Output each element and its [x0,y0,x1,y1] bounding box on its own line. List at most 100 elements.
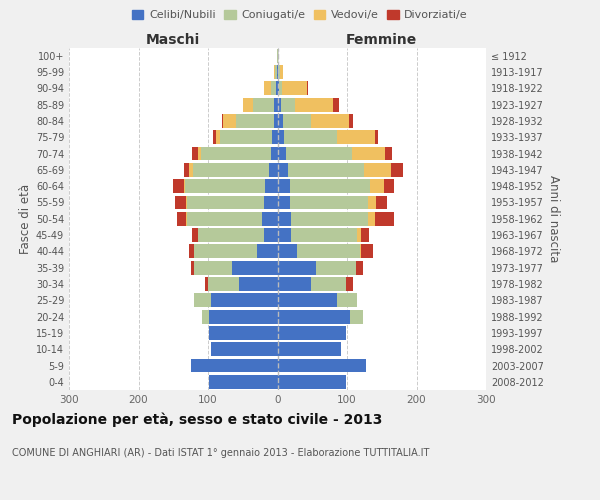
Bar [368,212,375,226]
Text: Femmine: Femmine [346,34,418,48]
Bar [364,163,391,177]
Bar [239,277,277,291]
Bar [263,228,277,242]
Bar [349,114,353,128]
Bar [337,294,358,307]
Bar [217,130,220,144]
Bar [253,98,274,112]
Bar [277,179,290,193]
Bar [350,310,363,324]
Bar [211,342,277,356]
Bar [269,163,277,177]
Bar [277,130,284,144]
Bar [194,244,257,258]
Bar [361,228,369,242]
Bar [191,260,194,274]
Legend: Celibi/Nubili, Coniugati/e, Vedovi/e, Divorziati/e: Celibi/Nubili, Coniugati/e, Vedovi/e, Di… [128,6,472,25]
Bar [292,212,368,226]
Bar [288,163,364,177]
Bar [352,146,385,160]
Bar [209,375,277,389]
Bar [295,98,333,112]
Bar [274,114,277,128]
Bar [243,98,253,112]
Bar [359,244,361,258]
Bar [193,163,269,177]
Bar [209,310,277,324]
Bar [197,146,201,160]
Bar [283,114,311,128]
Bar [277,48,278,62]
Bar [370,179,384,193]
Bar [202,310,209,324]
Bar [236,114,274,128]
Bar [263,196,277,209]
Bar [297,244,359,258]
Bar [277,146,286,160]
Bar [278,65,280,79]
Bar [286,146,352,160]
Bar [175,196,186,209]
Bar [346,277,353,291]
Bar [277,212,292,226]
Bar [186,196,187,209]
Bar [391,163,403,177]
Bar [274,65,275,79]
Bar [361,244,373,258]
Bar [277,326,346,340]
Bar [184,179,185,193]
Bar [384,179,394,193]
Bar [279,82,283,95]
Bar [290,179,370,193]
Bar [358,228,361,242]
Text: Maschi: Maschi [146,34,200,48]
Bar [188,244,194,258]
Bar [290,196,368,209]
Bar [277,98,281,112]
Bar [281,98,295,112]
Bar [209,326,277,340]
Bar [307,82,308,95]
Bar [186,212,187,226]
Bar [277,260,316,274]
Bar [197,228,263,242]
Bar [368,196,376,209]
Bar [187,196,263,209]
Y-axis label: Fasce di età: Fasce di età [19,184,32,254]
Bar [356,260,363,274]
Bar [263,82,271,95]
Bar [205,277,208,291]
Bar [223,114,236,128]
Text: Popolazione per età, sesso e stato civile - 2013: Popolazione per età, sesso e stato civil… [12,412,382,427]
Bar [220,130,272,144]
Bar [194,260,232,274]
Bar [191,358,277,372]
Bar [173,179,184,193]
Bar [277,358,367,372]
Bar [262,212,277,226]
Bar [185,179,265,193]
Bar [194,294,211,307]
Bar [277,114,283,128]
Bar [208,277,239,291]
Bar [277,375,346,389]
Bar [277,65,278,79]
Bar [277,244,297,258]
Y-axis label: Anni di nascita: Anni di nascita [547,175,560,262]
Bar [276,82,277,95]
Bar [280,65,283,79]
Bar [277,342,341,356]
Bar [311,114,349,128]
Bar [275,65,277,79]
Bar [316,260,356,274]
Bar [284,130,337,144]
Bar [274,98,277,112]
Bar [375,212,394,226]
Bar [213,130,217,144]
Bar [375,130,378,144]
Bar [187,212,262,226]
Bar [222,114,223,128]
Bar [385,146,392,160]
Bar [277,163,288,177]
Bar [211,294,277,307]
